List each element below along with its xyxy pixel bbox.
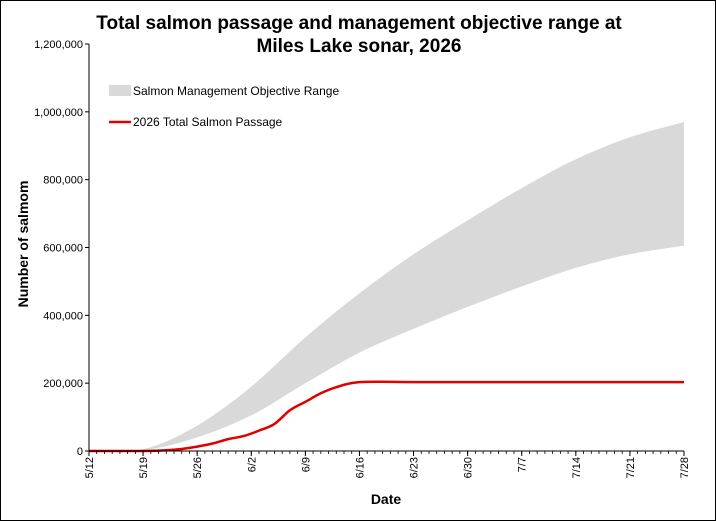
y-tick-label: 800,000 bbox=[43, 175, 83, 187]
legend-label-total-passage: 2026 Total Salmon Passage bbox=[133, 115, 283, 129]
x-tick-label: 6/16 bbox=[355, 457, 367, 478]
chart-title-line-2: Miles Lake sonar, 2026 bbox=[257, 36, 462, 57]
y-tick-label: 600,000 bbox=[43, 243, 83, 255]
x-tick-label: 5/19 bbox=[138, 457, 150, 478]
x-tick-label: 5/26 bbox=[192, 457, 204, 478]
y-tick-label: 200,000 bbox=[43, 378, 83, 390]
legend: Salmon Management Objective Range 2026 T… bbox=[109, 84, 339, 129]
y-axis-ticks: 0 200,000 400,000 600,000 800,000 1,000,000 1,… bbox=[34, 39, 89, 458]
y-axis-label: Number of salmom bbox=[15, 181, 31, 308]
legend-label-objective-range: Salmon Management Objective Range bbox=[133, 84, 339, 98]
x-tick-label: 6/2 bbox=[246, 457, 258, 472]
x-tick-label: 6/23 bbox=[409, 457, 421, 478]
y-tick-label: 0 bbox=[77, 446, 83, 458]
x-tick-label: 7/14 bbox=[571, 457, 583, 478]
x-tick-label: 6/30 bbox=[463, 457, 475, 478]
x-axis-label: Date bbox=[371, 491, 402, 507]
x-axis-ticks: 5/12 5/19 5/26 6/2 6/9 6/16 6/23 6/30 7/7 7/14 7/2… bbox=[84, 451, 691, 478]
passage-line-layer bbox=[88, 380, 684, 453]
objective-range-band bbox=[89, 122, 684, 452]
y-tick-label: 1,200,000 bbox=[34, 39, 83, 51]
x-tick-label: 7/21 bbox=[625, 457, 637, 478]
total-passage-line bbox=[88, 380, 684, 453]
y-tick-label: 400,000 bbox=[43, 310, 83, 322]
x-tick-label: 7/7 bbox=[517, 457, 529, 472]
x-tick-label: 7/28 bbox=[679, 457, 691, 478]
x-tick-label: 5/12 bbox=[84, 457, 96, 478]
chart-title-line-1: Total salmon passage and management obje… bbox=[96, 13, 622, 34]
y-tick-label: 1,000,000 bbox=[34, 107, 83, 119]
x-tick-label: 6/9 bbox=[300, 457, 312, 472]
objective-range-band-layer bbox=[89, 122, 684, 452]
legend-swatch-objective-range bbox=[109, 85, 131, 96]
